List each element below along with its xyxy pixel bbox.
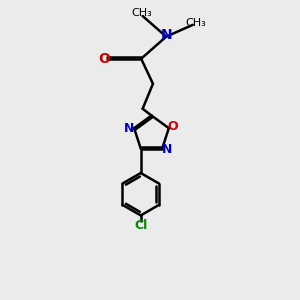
Text: N: N [124, 122, 135, 135]
Text: O: O [168, 120, 178, 133]
Text: N: N [161, 28, 172, 42]
Text: Cl: Cl [134, 219, 147, 232]
Text: CH₃: CH₃ [186, 18, 207, 28]
Text: CH₃: CH₃ [132, 8, 152, 18]
Text: N: N [162, 143, 172, 156]
Text: O: O [98, 52, 110, 66]
